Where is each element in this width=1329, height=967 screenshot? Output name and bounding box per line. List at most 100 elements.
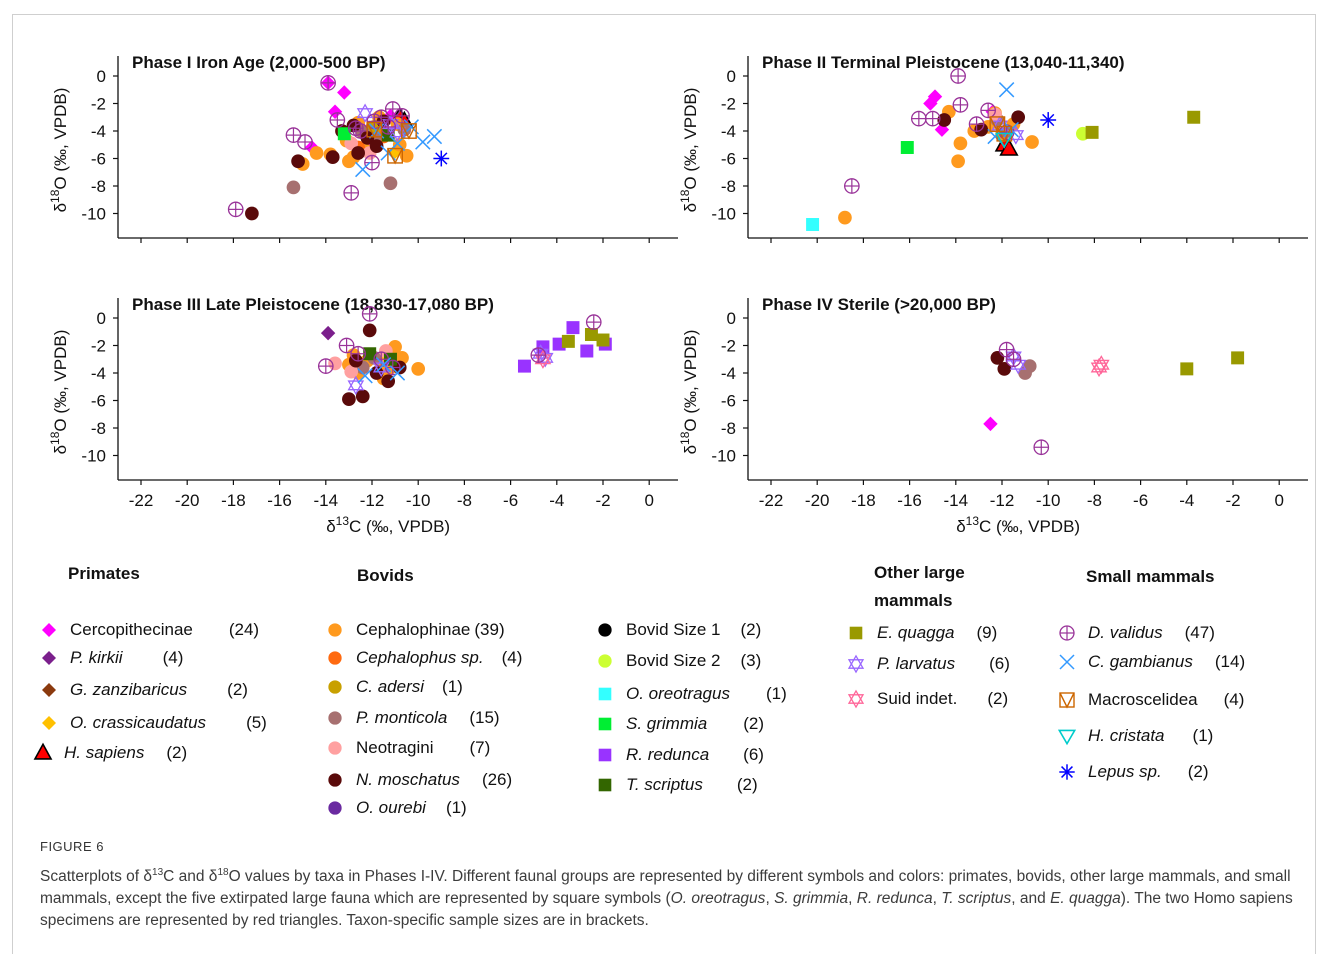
y-tick-label: -6 xyxy=(91,392,106,411)
point-d-validus xyxy=(1005,351,1022,368)
y-tick-label: -6 xyxy=(721,392,736,411)
x-tick-label: -20 xyxy=(175,491,200,510)
point-c-gambianus xyxy=(355,161,371,178)
point-macroscelidea xyxy=(401,123,417,140)
scatter-panel-2: Phase II Terminal Pleistocene (13,040-11… xyxy=(678,53,1308,243)
x-tick-label: -18 xyxy=(221,491,246,510)
x-tick-label: -16 xyxy=(267,491,292,510)
x-tick-label: -4 xyxy=(549,491,564,510)
scatter-panel-4: Phase IV Sterile (>20,000 BP) 0 -2 -4 -6 -8 -1… xyxy=(678,295,1308,536)
point-p-kirkii xyxy=(320,325,336,341)
point-d-validus xyxy=(952,97,969,113)
point-d-validus xyxy=(285,127,302,143)
point-t-scriptus xyxy=(363,347,377,361)
point-p-larvatus xyxy=(347,375,365,395)
y-tick-label: -2 xyxy=(91,337,106,356)
point-macroscelidea xyxy=(366,121,383,139)
point-e-quagga xyxy=(584,328,598,341)
point-d-validus xyxy=(950,68,966,84)
point-e-quagga xyxy=(1231,351,1245,365)
point-neotragini xyxy=(328,356,342,371)
point-p-monticola xyxy=(286,180,301,195)
point-r-redunca xyxy=(517,359,531,373)
scatter-panel-3: Phase III Late Pleistocene (18,830-17,08… xyxy=(48,295,678,536)
x-tick-label: -16 xyxy=(897,491,922,510)
x-axis-label: δ13C (‰, VPDB) xyxy=(326,514,450,536)
y-tick-label: -8 xyxy=(721,177,736,196)
point-n-moschatus xyxy=(362,323,377,338)
point-c-gambianus xyxy=(426,128,443,145)
x-axis-label: δ13C (‰, VPDB) xyxy=(956,514,1080,536)
y-tick-label: -10 xyxy=(711,205,736,224)
y-tick-label: -2 xyxy=(91,95,106,114)
point-n-moschatus xyxy=(360,131,375,145)
point-cephalophinae xyxy=(838,210,852,225)
y-tick-label: -8 xyxy=(91,419,106,438)
point-d-validus xyxy=(338,337,355,354)
point-d-validus xyxy=(350,345,366,362)
point-macroscelidea xyxy=(387,147,403,165)
point-d-validus xyxy=(968,116,985,132)
point-d-validus xyxy=(343,185,360,201)
point-suid-indet xyxy=(1093,355,1110,375)
point-r-redunca xyxy=(580,344,594,358)
y-tick-label: -4 xyxy=(721,122,736,141)
point-n-moschatus xyxy=(291,154,305,169)
x-tick-label: -8 xyxy=(1087,491,1102,510)
point-e-quagga xyxy=(1187,110,1201,124)
point-neotragini xyxy=(988,107,1002,122)
point-cephalophinae xyxy=(309,146,324,160)
point-n-moschatus xyxy=(351,146,365,160)
point-s-grimmia xyxy=(337,127,351,141)
point-s-grimmia xyxy=(900,141,914,154)
point-cephalophinae xyxy=(953,136,968,151)
x-tick-label: -2 xyxy=(595,491,610,510)
point-neotragini xyxy=(344,364,359,379)
point-d-validus xyxy=(380,119,397,135)
y-axis-label: δ18O (‰, VPDB) xyxy=(48,88,70,213)
point-cercopithecinae xyxy=(304,140,320,155)
y-tick-label: -2 xyxy=(721,337,736,356)
x-tick-label: 0 xyxy=(1274,491,1283,510)
point-lepus-sp xyxy=(433,150,450,167)
chart-title: Phase II Terminal Pleistocene (13,040-11… xyxy=(762,53,1125,72)
point-d-validus xyxy=(361,306,378,322)
y-tick-label: -2 xyxy=(721,95,736,114)
point-cephalophinae xyxy=(951,154,965,169)
x-tick-label: -6 xyxy=(1133,491,1148,510)
x-tick-label: -2 xyxy=(1225,491,1240,510)
point-c-gambianus xyxy=(389,365,406,381)
point-d-validus xyxy=(530,347,547,363)
x-tick-label: -22 xyxy=(129,491,154,510)
point-d-validus xyxy=(347,120,364,137)
point-d-validus xyxy=(317,358,334,374)
point-n-moschatus xyxy=(325,150,340,164)
point-e-quagga xyxy=(561,334,575,348)
y-tick-label: -6 xyxy=(721,150,736,169)
point-d-validus xyxy=(1033,439,1050,456)
point-cephalophinae xyxy=(399,148,414,163)
point-d-validus xyxy=(980,102,996,119)
y-tick-label: -4 xyxy=(721,364,736,383)
chart-title: Phase IV Sterile (>20,000 BP) xyxy=(762,295,996,314)
point-d-validus xyxy=(585,314,602,330)
y-tick-label: -10 xyxy=(81,205,106,224)
x-tick-label: -10 xyxy=(406,491,431,510)
chart-title: Phase III Late Pleistocene (18,830-17,08… xyxy=(132,295,494,314)
y-tick-label: -6 xyxy=(91,150,106,169)
point-p-larvatus xyxy=(356,103,374,123)
x-tick-label: -10 xyxy=(1036,491,1061,510)
point-d-validus xyxy=(364,154,380,171)
x-tick-label: -18 xyxy=(851,491,876,510)
point-d-validus xyxy=(297,134,313,150)
figure-frame xyxy=(12,14,1316,954)
point-c-gambianus xyxy=(357,368,373,384)
point-cercopithecinae xyxy=(927,89,943,104)
y-tick-label: 0 xyxy=(727,309,736,328)
x-tick-label: -22 xyxy=(759,491,784,510)
y-tick-label: 0 xyxy=(727,67,736,86)
point-d-validus xyxy=(998,341,1015,358)
x-tick-label: 0 xyxy=(644,491,653,510)
y-tick-label: -8 xyxy=(721,419,736,438)
